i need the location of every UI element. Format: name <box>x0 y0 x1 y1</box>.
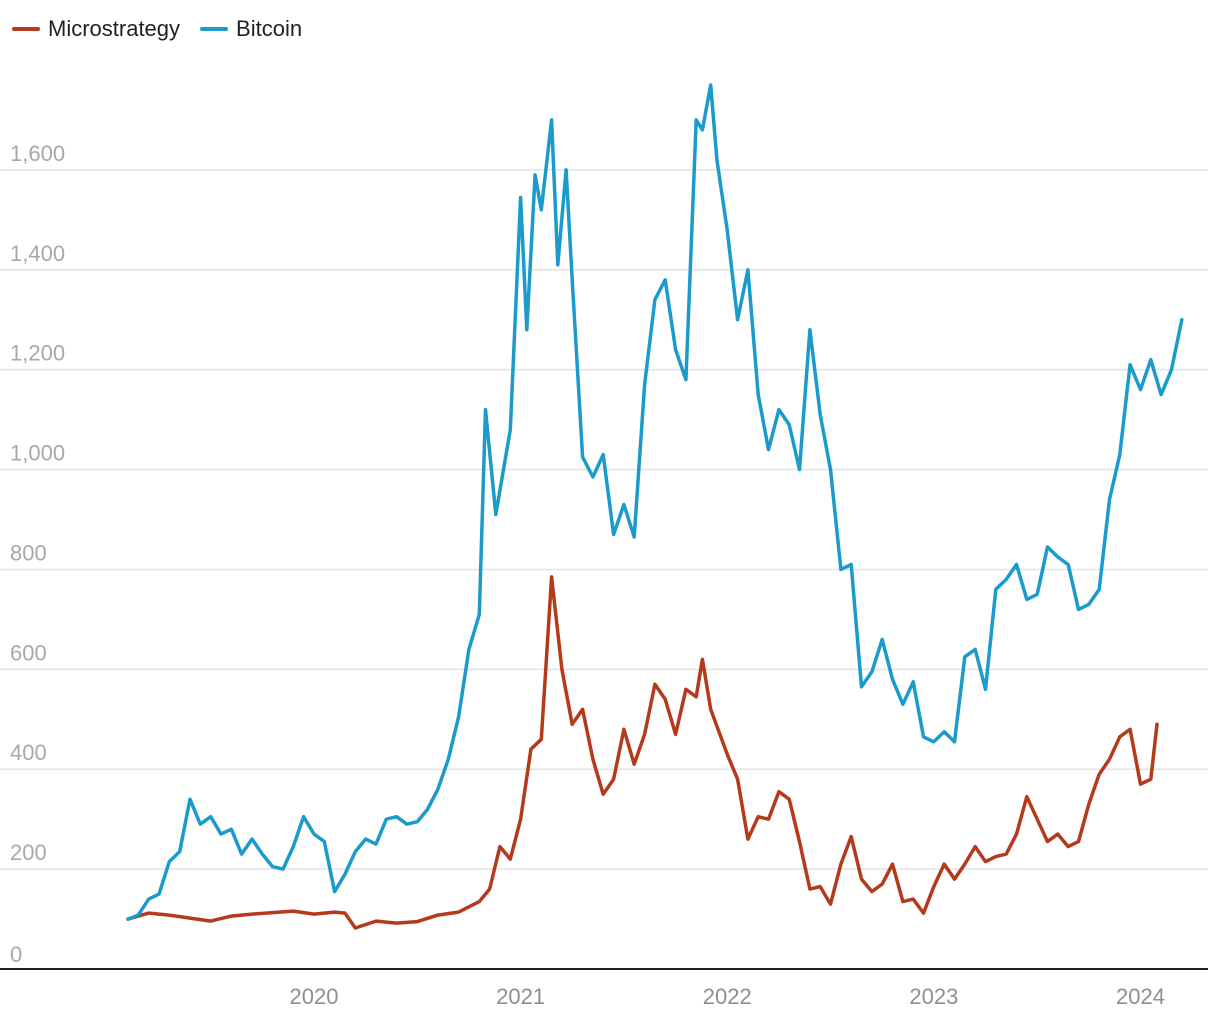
series-lines <box>126 83 1184 930</box>
y-tick-label: 0 <box>10 942 22 967</box>
legend-swatch-microstrategy <box>12 27 40 31</box>
y-tick-label: 1,400 <box>10 241 65 266</box>
y-tick-label: 400 <box>10 740 47 765</box>
series-line-bitcoin <box>126 83 1184 921</box>
y-tick-label: 1,000 <box>10 441 65 466</box>
legend-swatch-bitcoin <box>200 27 229 31</box>
legend-label-microstrategy: Microstrategy <box>48 16 181 41</box>
series-line-microstrategy <box>126 575 1159 930</box>
y-tick-label: 200 <box>10 840 47 865</box>
x-tick-label: 2022 <box>703 984 752 1009</box>
x-tick-label: 2021 <box>496 984 545 1009</box>
x-tick-label: 2024 <box>1116 984 1165 1009</box>
y-tick-label: 800 <box>10 540 47 565</box>
legend: Microstrategy Bitcoin <box>12 16 302 42</box>
y-tick-label: 1,200 <box>10 341 65 366</box>
legend-item-bitcoin: Bitcoin <box>200 16 302 42</box>
x-tick-label: 2020 <box>289 984 338 1009</box>
y-axis-ticks: 0 200 400 600 800 1,000 1,200 1,400 1,600 <box>10 141 65 967</box>
y-tick-label: 1,600 <box>10 141 65 166</box>
x-tick-label: 2023 <box>909 984 958 1009</box>
legend-label-bitcoin: Bitcoin <box>236 16 303 41</box>
legend-item-microstrategy: Microstrategy <box>12 16 180 42</box>
gridlines <box>0 169 1208 870</box>
y-tick-label: 600 <box>10 640 47 665</box>
x-axis-ticks: 2020 2021 2022 2023 2024 <box>289 984 1164 1009</box>
